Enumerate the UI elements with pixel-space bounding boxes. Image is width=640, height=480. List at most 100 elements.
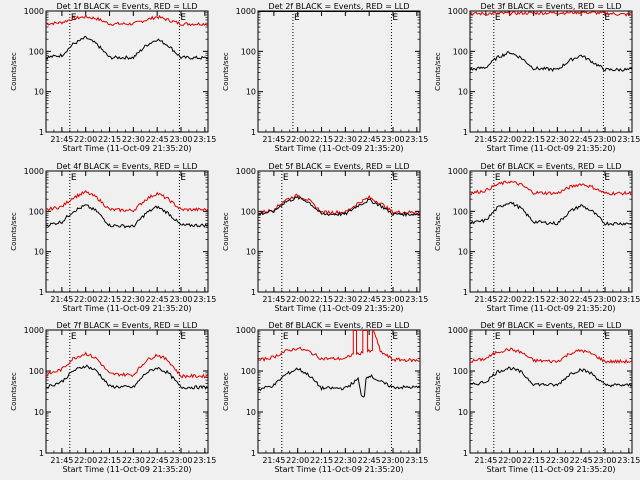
x-tick-label: 22:15 (98, 456, 121, 465)
x-tick-label: 22:45 (146, 295, 169, 304)
x-tick-label: 22:15 (310, 135, 333, 144)
y-tick-label: 1 (463, 128, 468, 137)
event-marker-label: E (294, 13, 300, 23)
chart-title: Det 7f BLACK = Events, RED = LLD (56, 321, 197, 330)
chart-panel: Det 4f BLACK = Events, RED = LLD 1 10 100 10… (10, 162, 216, 313)
x-tick-label: 22:45 (358, 135, 381, 144)
y-tick-label: 1 (39, 288, 44, 297)
event-marker-label: E (604, 173, 610, 183)
events-series-line (469, 51, 633, 72)
x-axis-label: Start Time (11-Oct-09 21:35:20) (274, 304, 403, 313)
event-marker-label: E (180, 173, 186, 183)
x-tick-label: 22:15 (310, 456, 333, 465)
x-tick-label: 23:15 (617, 295, 640, 304)
y-axis-label: Counts/sec (10, 372, 18, 411)
x-tick-label: 22:15 (522, 135, 545, 144)
chart-panel: Det 2f BLACK = Events, RED = LLD 1 10 100 10… (222, 2, 428, 153)
x-tick-label: 23:15 (617, 456, 640, 465)
x-tick-label: 22:45 (146, 135, 169, 144)
y-tick-label: 100 (29, 367, 44, 376)
events-series-line (469, 366, 633, 388)
y-tick-label: 1 (463, 288, 468, 297)
event-marker-label: E (283, 173, 289, 183)
x-tick-label: 22:00 (286, 456, 309, 465)
x-tick-label: 22:30 (334, 295, 357, 304)
plot-frame (469, 170, 633, 293)
y-tick-label: 10 (458, 248, 468, 257)
x-tick-label: 23:15 (193, 456, 216, 465)
lld-series-line (45, 14, 209, 27)
y-tick-label: 1000 (24, 167, 44, 176)
plot-frame (257, 10, 421, 133)
x-axis-label: Start Time (11-Oct-09 21:35:20) (486, 144, 615, 153)
y-tick-label: 1000 (24, 326, 44, 335)
x-tick-label: 22:00 (74, 135, 97, 144)
y-axis-label: Counts/sec (10, 52, 18, 91)
event-marker-label: E (71, 173, 77, 183)
x-tick-label: 22:15 (522, 295, 545, 304)
y-tick-label: 1 (251, 449, 256, 458)
x-tick-label: 23:15 (617, 135, 640, 144)
y-tick-label: 10 (458, 88, 468, 97)
y-axis-label: Counts/sec (10, 212, 18, 251)
x-tick-label: 22:15 (98, 135, 121, 144)
x-tick-label: 22:45 (146, 456, 169, 465)
plot-frame (469, 329, 633, 454)
y-axis-label: Counts/sec (434, 372, 442, 411)
x-tick-label: 22:15 (98, 295, 121, 304)
y-tick-label: 1000 (448, 167, 468, 176)
chart-title: Det 1f BLACK = Events, RED = LLD (56, 2, 197, 11)
plot-frame (257, 170, 421, 293)
x-tick-label: 22:00 (498, 135, 521, 144)
event-marker-label: E (180, 332, 186, 342)
x-tick-label: 21:45 (50, 135, 73, 144)
y-tick-label: 100 (453, 367, 468, 376)
events-series-line (469, 201, 633, 226)
event-marker-label: E (71, 13, 77, 23)
y-tick-label: 1 (39, 128, 44, 137)
event-marker-label: E (392, 13, 398, 23)
x-axis-label: Start Time (11-Oct-09 21:35:20) (62, 144, 191, 153)
plot-frame (469, 10, 633, 133)
x-tick-label: 23:00 (169, 295, 192, 304)
x-tick-label: 22:30 (546, 135, 569, 144)
event-marker-label: E (392, 173, 398, 183)
y-tick-label: 100 (241, 47, 256, 56)
lld-series-line (469, 347, 633, 364)
x-tick-label: 22:30 (122, 295, 145, 304)
plot-frame (45, 329, 209, 454)
x-tick-label: 22:45 (570, 135, 593, 144)
x-tick-label: 23:15 (193, 135, 216, 144)
y-axis-label: Counts/sec (222, 52, 230, 91)
plot-frame (45, 170, 209, 293)
x-tick-label: 23:00 (593, 295, 616, 304)
x-tick-label: 21:45 (50, 456, 73, 465)
chart-title: Det 8f BLACK = Events, RED = LLD (268, 321, 409, 330)
chart-panel: Det 5f BLACK = Events, RED = LLD 1 10 100 10… (222, 162, 428, 313)
y-tick-label: 10 (34, 248, 44, 257)
x-tick-label: 22:30 (334, 456, 357, 465)
x-tick-label: 23:00 (169, 456, 192, 465)
chart-title: Det 5f BLACK = Events, RED = LLD (268, 162, 409, 171)
y-tick-label: 10 (246, 88, 256, 97)
x-tick-label: 23:00 (381, 295, 404, 304)
event-marker-label: E (495, 13, 501, 23)
x-tick-label: 22:30 (122, 456, 145, 465)
event-marker-label: E (495, 173, 501, 183)
y-tick-label: 10 (246, 408, 256, 417)
plot-frame (45, 10, 209, 133)
events-series-line (45, 204, 209, 229)
x-tick-label: 23:00 (593, 456, 616, 465)
x-axis-label: Start Time (11-Oct-09 21:35:20) (62, 465, 191, 474)
x-axis-label: Start Time (11-Oct-09 21:35:20) (486, 465, 615, 474)
y-tick-label: 10 (246, 248, 256, 257)
y-tick-label: 1 (39, 449, 44, 458)
x-tick-label: 23:15 (405, 295, 428, 304)
x-tick-label: 21:45 (50, 295, 73, 304)
lld-series-line (45, 190, 209, 213)
lld-series-line (469, 180, 633, 196)
x-tick-label: 22:15 (310, 295, 333, 304)
x-tick-label: 22:15 (522, 456, 545, 465)
chart-panel: Det 9f BLACK = Events, RED = LLD 1 10 100 10… (434, 321, 640, 474)
